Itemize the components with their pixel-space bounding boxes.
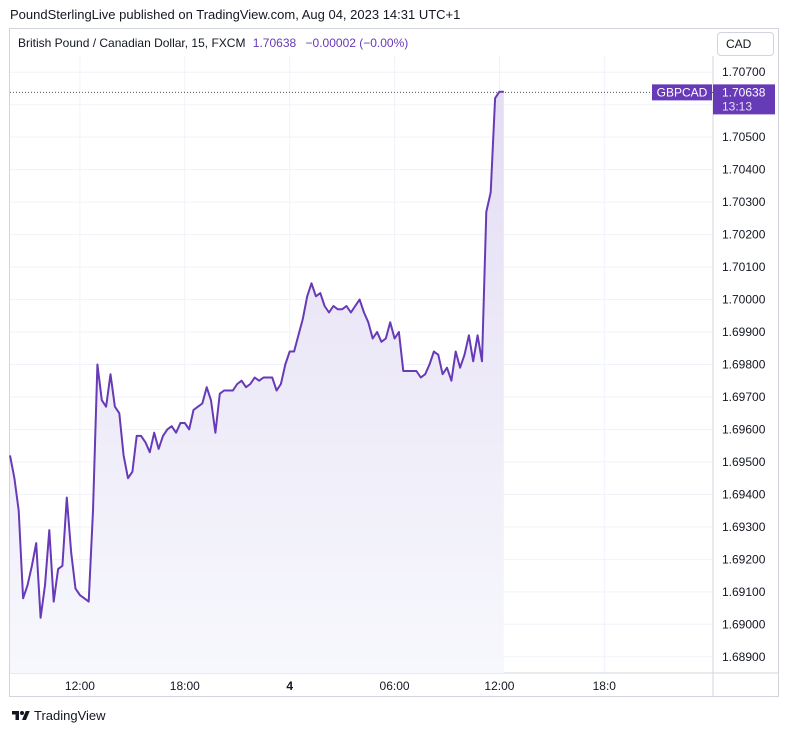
price-tick-label: 1.70100 (722, 260, 766, 274)
legend-value: 1.70638 (252, 36, 297, 50)
currency-button[interactable]: CAD (717, 32, 774, 56)
time-tick-label: 12:00 (65, 679, 95, 693)
price-tag-countdown: 13:13 (722, 99, 752, 113)
legend-symbol: British Pound / Canadian Dollar, 15, FXC… (18, 36, 246, 50)
price-tag-value: 1.70638 (722, 85, 766, 99)
price-tick-label: 1.69900 (722, 325, 766, 339)
price-tag-symbol: GBPCAD (657, 85, 708, 99)
price-tick-label: 1.70000 (722, 293, 766, 307)
time-tick-label: 12:00 (484, 679, 514, 693)
price-tick-label: 1.69000 (722, 617, 766, 631)
time-tick-label: 18:0 (593, 679, 617, 693)
chart-frame (9, 28, 779, 697)
last-price-tag: GBPCAD 1.70638 13:13 (652, 84, 775, 115)
price-tick-label: 1.70700 (722, 65, 766, 79)
time-tick-label: 4 (286, 679, 293, 693)
tradingview-logo-icon (12, 710, 30, 720)
published-caption: PoundSterlingLive published on TradingVi… (10, 7, 461, 22)
price-tick-label: 1.70500 (722, 130, 766, 144)
price-tick-label: 1.69500 (722, 455, 766, 469)
tradingview-brand-text: TradingView (34, 708, 106, 723)
price-tick-label: 1.70400 (722, 163, 766, 177)
price-tick-label: 1.70300 (722, 195, 766, 209)
time-axis-labels: 12:00 18:00 4 06:00 12:00 18:0 (65, 679, 616, 693)
price-tick-label: 1.70200 (722, 228, 766, 242)
price-tick-label: 1.69100 (722, 585, 766, 599)
price-tick-label: 1.69300 (722, 520, 766, 534)
price-tick-label: 1.69800 (722, 358, 766, 372)
price-tick-label: 1.69700 (722, 390, 766, 404)
series-legend: British Pound / Canadian Dollar, 15, FXC… (18, 36, 408, 50)
legend-change: −0.00002 (−0.00%) (305, 36, 409, 50)
time-tick-label: 18:00 (170, 679, 200, 693)
price-area-fill (10, 91, 504, 673)
price-tick-label: 1.69600 (722, 422, 766, 436)
time-tick-label: 06:00 (380, 679, 410, 693)
price-axis-labels: 1.707001.706001.705001.704001.703001.702… (722, 65, 766, 664)
tradingview-branding[interactable]: TradingView (11, 708, 106, 723)
price-tick-label: 1.68900 (722, 650, 766, 664)
price-tick-label: 1.69400 (722, 487, 766, 501)
price-line (9, 90, 504, 619)
price-tick-label: 1.69200 (722, 552, 766, 566)
